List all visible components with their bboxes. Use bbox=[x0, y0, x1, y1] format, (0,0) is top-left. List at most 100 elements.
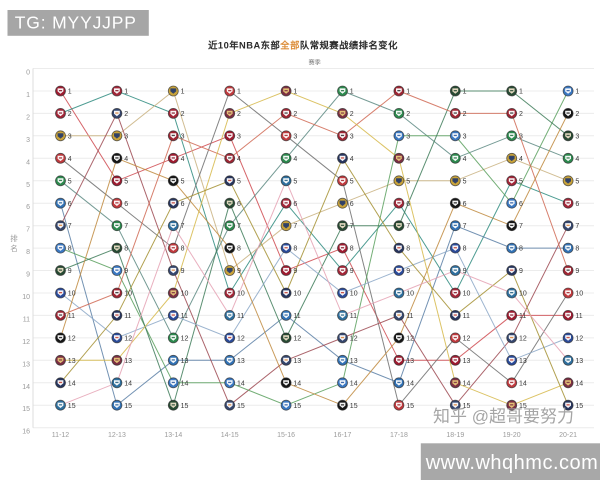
svg-text:7: 7 bbox=[293, 223, 297, 230]
svg-text:12: 12 bbox=[181, 336, 189, 343]
svg-text:15: 15 bbox=[237, 403, 245, 410]
svg-text:9: 9 bbox=[575, 268, 579, 275]
svg-text:8: 8 bbox=[406, 246, 410, 253]
svg-text:8: 8 bbox=[350, 246, 354, 253]
svg-text:5: 5 bbox=[406, 178, 410, 185]
svg-text:4: 4 bbox=[181, 156, 185, 163]
svg-text:11: 11 bbox=[237, 313, 244, 320]
svg-text:www.whqhmc.com: www.whqhmc.com bbox=[425, 452, 599, 474]
svg-text:2: 2 bbox=[68, 111, 72, 118]
svg-text:3: 3 bbox=[68, 133, 72, 140]
svg-text:5: 5 bbox=[124, 178, 128, 185]
svg-text:12: 12 bbox=[293, 336, 301, 343]
svg-text:15: 15 bbox=[181, 403, 189, 410]
svg-text:1: 1 bbox=[26, 92, 30, 99]
svg-text:16: 16 bbox=[22, 429, 30, 436]
svg-text:6: 6 bbox=[181, 201, 185, 208]
svg-text:15: 15 bbox=[22, 406, 30, 413]
svg-text:7: 7 bbox=[463, 223, 467, 230]
svg-text:2: 2 bbox=[293, 111, 297, 118]
svg-text:8: 8 bbox=[519, 246, 523, 253]
svg-text:9: 9 bbox=[124, 268, 128, 275]
svg-text:6: 6 bbox=[463, 201, 467, 208]
svg-text:知乎 @超哥要努力: 知乎 @超哥要努力 bbox=[433, 407, 574, 426]
svg-text:8: 8 bbox=[463, 246, 467, 253]
svg-text:2: 2 bbox=[406, 111, 410, 118]
svg-text:8: 8 bbox=[181, 246, 185, 253]
svg-text:10: 10 bbox=[575, 291, 583, 298]
svg-text:14: 14 bbox=[237, 380, 245, 387]
svg-text:1: 1 bbox=[519, 89, 523, 96]
svg-text:3: 3 bbox=[124, 133, 128, 140]
svg-text:7: 7 bbox=[519, 223, 523, 230]
svg-text:11: 11 bbox=[181, 313, 188, 320]
svg-text:1: 1 bbox=[181, 89, 185, 96]
svg-text:5: 5 bbox=[350, 178, 354, 185]
svg-text:11: 11 bbox=[406, 313, 413, 320]
svg-text:13: 13 bbox=[237, 358, 245, 365]
svg-text:14: 14 bbox=[68, 380, 76, 387]
svg-text:8: 8 bbox=[124, 246, 128, 253]
svg-text:2: 2 bbox=[26, 114, 30, 121]
svg-text:14: 14 bbox=[22, 384, 30, 391]
svg-text:9: 9 bbox=[237, 268, 241, 275]
svg-text:11: 11 bbox=[519, 313, 526, 320]
svg-text:10: 10 bbox=[237, 291, 245, 298]
svg-text:2: 2 bbox=[237, 111, 241, 118]
svg-text:9: 9 bbox=[293, 268, 297, 275]
svg-text:9: 9 bbox=[68, 268, 72, 275]
svg-text:2: 2 bbox=[519, 111, 523, 118]
svg-text:3: 3 bbox=[293, 133, 297, 140]
svg-text:10: 10 bbox=[463, 291, 471, 298]
svg-text:6: 6 bbox=[519, 201, 523, 208]
svg-text:14: 14 bbox=[463, 380, 471, 387]
svg-text:3: 3 bbox=[463, 133, 467, 140]
svg-text:1: 1 bbox=[350, 89, 354, 96]
svg-text:14: 14 bbox=[406, 380, 414, 387]
svg-text:13: 13 bbox=[406, 358, 414, 365]
svg-text:12: 12 bbox=[22, 339, 30, 346]
svg-text:9: 9 bbox=[463, 268, 467, 275]
svg-text:12: 12 bbox=[519, 336, 527, 343]
svg-text:11: 11 bbox=[124, 313, 131, 320]
svg-text:7: 7 bbox=[26, 227, 30, 234]
svg-text:4: 4 bbox=[519, 156, 523, 163]
svg-text:15: 15 bbox=[575, 403, 583, 410]
svg-text:4: 4 bbox=[68, 156, 72, 163]
svg-text:11: 11 bbox=[350, 313, 357, 320]
svg-text:6: 6 bbox=[575, 201, 579, 208]
svg-text:7: 7 bbox=[181, 223, 185, 230]
svg-text:6: 6 bbox=[26, 204, 30, 211]
svg-text:11: 11 bbox=[23, 316, 30, 323]
svg-text:12: 12 bbox=[237, 336, 245, 343]
svg-text:9: 9 bbox=[350, 268, 354, 275]
svg-text:2: 2 bbox=[350, 111, 354, 118]
svg-text:20-21: 20-21 bbox=[559, 432, 577, 439]
svg-text:排: 排 bbox=[10, 233, 18, 243]
svg-text:8: 8 bbox=[237, 246, 241, 253]
svg-text:15: 15 bbox=[350, 403, 358, 410]
svg-text:15: 15 bbox=[68, 403, 76, 410]
svg-text:4: 4 bbox=[350, 156, 354, 163]
svg-text:9: 9 bbox=[26, 272, 30, 279]
svg-text:14: 14 bbox=[519, 380, 527, 387]
svg-text:12: 12 bbox=[575, 336, 583, 343]
svg-text:4: 4 bbox=[463, 156, 467, 163]
svg-text:12: 12 bbox=[350, 336, 358, 343]
svg-text:1: 1 bbox=[293, 89, 297, 96]
svg-text:12: 12 bbox=[124, 336, 132, 343]
svg-text:13-14: 13-14 bbox=[164, 432, 182, 439]
svg-text:TG: MYYJJPP: TG: MYYJJPP bbox=[15, 13, 137, 33]
svg-text:12: 12 bbox=[68, 336, 76, 343]
svg-text:14: 14 bbox=[350, 380, 358, 387]
svg-text:4: 4 bbox=[237, 156, 241, 163]
svg-text:5: 5 bbox=[181, 178, 185, 185]
svg-text:1: 1 bbox=[68, 89, 72, 96]
svg-text:13: 13 bbox=[124, 358, 132, 365]
svg-text:3: 3 bbox=[26, 137, 30, 144]
svg-text:3: 3 bbox=[406, 133, 410, 140]
svg-text:14: 14 bbox=[181, 380, 189, 387]
svg-text:5: 5 bbox=[237, 178, 241, 185]
svg-text:1: 1 bbox=[237, 89, 241, 96]
svg-text:13: 13 bbox=[181, 358, 189, 365]
